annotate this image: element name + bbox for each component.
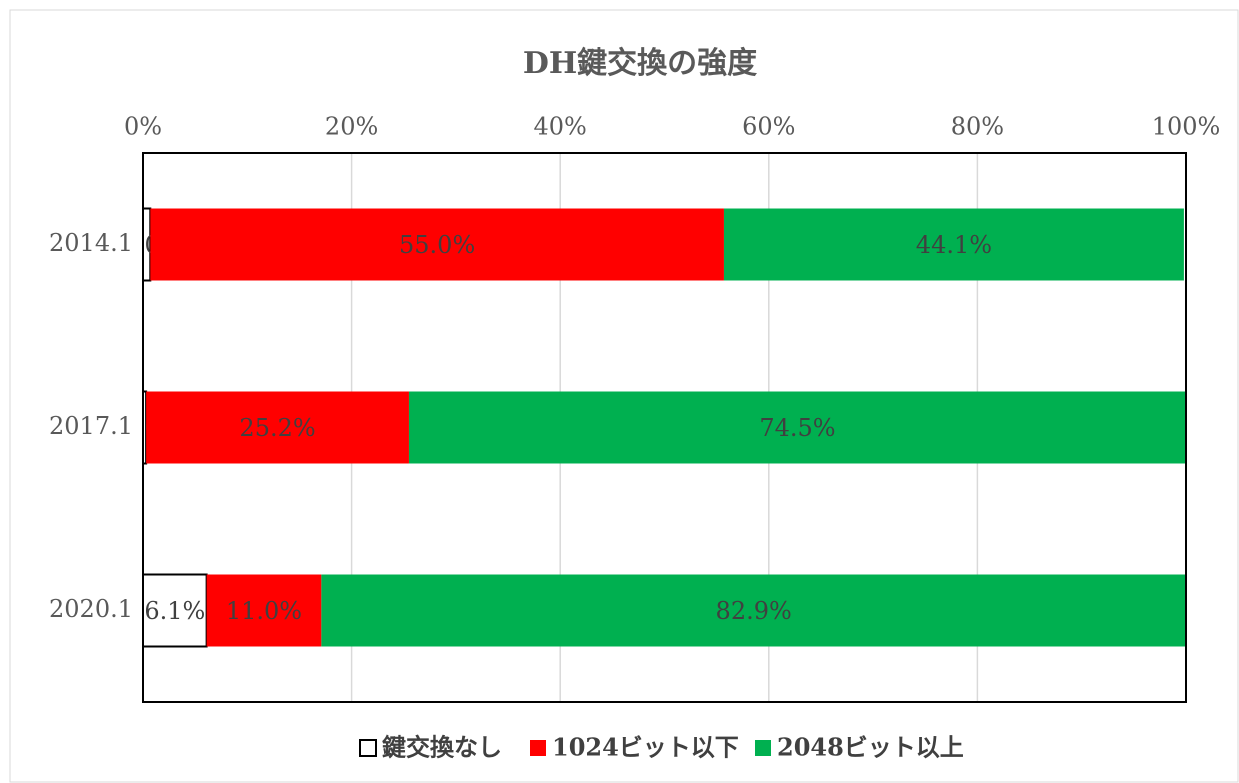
data-label: 6.1% xyxy=(144,597,205,625)
x-tick-label: 40% xyxy=(534,113,587,141)
x-tick-label: 100% xyxy=(1152,113,1221,141)
legend-label: 2048ビット以上 xyxy=(777,733,964,762)
bar-segment xyxy=(146,391,409,464)
bar-segment xyxy=(321,574,1186,647)
data-label: 25.2% xyxy=(239,414,315,442)
data-label: 82.9% xyxy=(716,597,792,625)
y-tick-label: 2020.1 xyxy=(49,595,133,623)
bar-segment xyxy=(142,573,208,648)
plot-border xyxy=(142,152,1187,703)
x-tick-label: 60% xyxy=(742,113,795,141)
legend-swatch xyxy=(755,740,771,756)
legend-swatch xyxy=(530,740,546,756)
bar-segment xyxy=(408,391,1187,464)
x-tick-label: 80% xyxy=(951,113,1004,141)
chart-title: DH鍵交換の強度 xyxy=(523,46,757,81)
data-label: 74.5% xyxy=(759,414,835,442)
y-tick-label: 2014.1 xyxy=(49,229,133,257)
legend-label: 鍵交換なし xyxy=(382,733,502,762)
bar-segment xyxy=(723,208,1184,281)
y-tick-label: 2017.1 xyxy=(49,412,133,440)
bar-segment xyxy=(150,208,724,281)
data-label: 11.0% xyxy=(226,597,302,625)
legend-label: 1024ビット以下 xyxy=(552,733,739,762)
data-label: 44.1% xyxy=(916,231,992,259)
bar-segment xyxy=(206,574,322,647)
x-tick-label: 20% xyxy=(325,113,378,141)
legend-swatch xyxy=(359,739,377,757)
data-label: 55.0% xyxy=(399,231,475,259)
x-tick-label: 0% xyxy=(124,113,162,141)
